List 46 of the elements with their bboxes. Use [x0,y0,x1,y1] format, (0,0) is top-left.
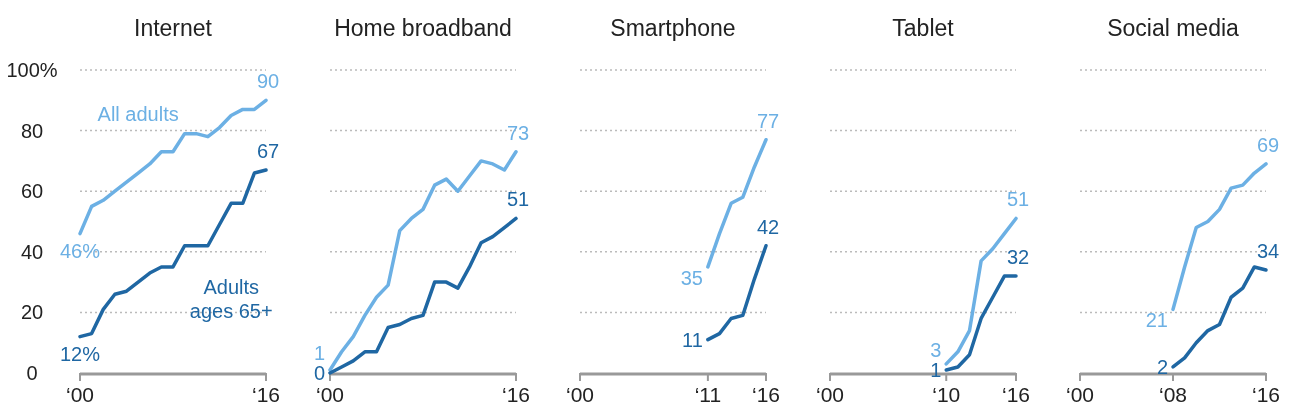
x-tick-label: ‘11 [694,383,722,406]
data-label: 3 [930,338,942,361]
x-tick-label: ‘00 [65,383,95,406]
data-label: 46% [59,239,101,262]
y-tick-label: 60 [20,180,44,203]
data-label: 42 [756,215,780,238]
data-label: 34 [1256,239,1280,262]
x-tick-label: ‘10 [932,383,961,406]
data-label: 77 [756,109,780,132]
chart-title: Internet [134,15,213,41]
data-label: 51 [506,188,530,211]
data-label: 12% [59,342,101,365]
x-tick-label: ‘00 [815,383,845,406]
x-tick-label: ‘16 [501,383,531,406]
data-label: 67 [256,139,280,162]
data-label: 11 [682,328,703,351]
x-tick-label: ‘16 [751,383,781,406]
data-label: 1 [313,342,325,364]
data-label: 2 [1156,355,1168,378]
data-label: 0 [313,362,325,384]
x-tick-label: ‘16 [1001,383,1031,406]
chart-title: Home broadband [334,15,512,41]
x-tick-label: ‘16 [1251,383,1281,406]
chart-title: Social media [1107,15,1240,41]
x-tick-label: ‘00 [1065,383,1095,406]
data-label: 35 [680,266,703,289]
data-label: 69 [1256,133,1280,156]
y-tick-label: 100% [6,59,58,81]
chart-title: Smartphone [610,15,736,41]
y-tick-label: 0 [26,362,38,384]
data-label: 51 [1006,188,1030,211]
chart-title: Tablet [892,15,955,41]
y-tick-label: 20 [20,301,44,324]
series-label: All adults [97,103,179,126]
data-label: 73 [506,121,530,144]
y-tick-label: 40 [20,240,44,263]
data-label: 1 [930,358,942,381]
series-label: Adults ages 65+ [189,275,273,322]
data-label: 21 [1145,309,1168,332]
x-tick-label: ‘16 [251,383,281,406]
x-tick-label: ‘00 [315,383,345,406]
y-tick-label: 80 [20,119,44,142]
data-label: 90 [256,70,280,93]
data-label: 32 [1006,246,1030,269]
x-tick-label: ‘08 [1158,383,1188,406]
x-tick-label: ‘00 [565,383,595,406]
